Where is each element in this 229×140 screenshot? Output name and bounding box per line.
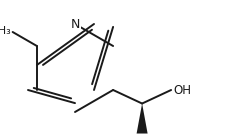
Text: CH₃: CH₃ [0,26,11,36]
Text: N: N [70,18,79,31]
Polygon shape [136,103,147,134]
Text: OH: OH [172,83,190,96]
Text: NH₂: NH₂ [130,138,153,140]
